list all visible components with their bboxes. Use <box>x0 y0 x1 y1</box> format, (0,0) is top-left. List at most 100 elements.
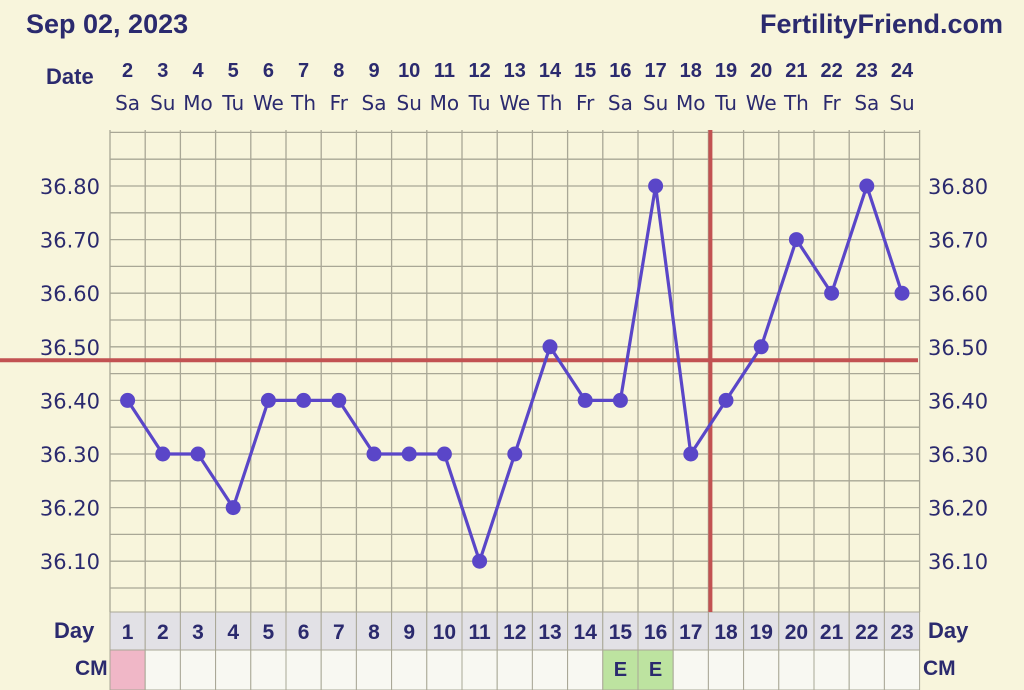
cycle-day-label: 7 <box>333 621 345 644</box>
date-tick-label: 11 <box>434 60 455 82</box>
date-tick-label: 9 <box>368 60 379 82</box>
cm-label: E <box>614 659 627 681</box>
cm-row-label-left: CM <box>75 657 108 680</box>
cycle-day-label: 6 <box>298 621 310 644</box>
cm-cell <box>743 649 780 690</box>
weekday-tick-label: Tu <box>221 91 244 115</box>
cm-cell <box>320 649 357 690</box>
weekday-tick-label: Tu <box>714 91 737 115</box>
temperature-point <box>155 446 171 462</box>
cm-cell <box>144 649 181 690</box>
cm-cell <box>848 649 885 690</box>
cm-cell <box>285 649 322 690</box>
cycle-day-label: 15 <box>609 621 633 644</box>
temperature-point <box>859 178 875 194</box>
y-tick-label-right: 36.40 <box>928 389 988 413</box>
date-tick-label: 24 <box>891 60 914 82</box>
cycle-day-label: 14 <box>574 621 598 644</box>
weekday-tick-label: Su <box>150 91 175 115</box>
temperature-point <box>331 392 347 408</box>
cycle-day-label: 17 <box>679 621 702 644</box>
weekday-tick-label: Sa <box>608 91 633 115</box>
day-cell <box>672 611 709 651</box>
cycle-day-label: 2 <box>157 621 169 644</box>
cm-row-label-right: CM <box>923 657 956 680</box>
temperature-point <box>190 446 206 462</box>
temperature-point <box>648 178 664 194</box>
y-tick-label-left: 36.20 <box>40 497 100 521</box>
temperature-point <box>824 285 840 301</box>
cm-cell <box>778 649 815 690</box>
cm-cell <box>813 649 850 690</box>
day-cell <box>743 611 780 651</box>
date-tick-label: 14 <box>539 60 562 82</box>
date-tick-label: 17 <box>644 60 666 82</box>
weekday-tick-label: Mo <box>183 91 213 115</box>
date-tick-label: 5 <box>228 60 239 82</box>
cycle-day-label: 12 <box>503 621 526 644</box>
y-tick-label-left: 36.40 <box>40 389 100 413</box>
temperature-point <box>225 500 241 516</box>
y-tick-label-left: 36.70 <box>40 229 100 253</box>
date-tick-label: 16 <box>609 60 631 82</box>
date-tick-label: 2 <box>122 60 133 82</box>
temperature-point <box>612 392 628 408</box>
weekday-tick-label: Th <box>290 91 316 115</box>
cycle-day-label: 5 <box>263 621 275 644</box>
weekday-tick-label: Sa <box>362 91 387 115</box>
y-tick-label-left: 36.10 <box>40 550 100 574</box>
temperature-point <box>683 446 699 462</box>
cm-cell <box>461 649 498 690</box>
y-tick-label-right: 36.50 <box>928 336 988 360</box>
temperature-point <box>366 446 382 462</box>
cm-cell <box>496 649 533 690</box>
temperature-point <box>894 285 910 301</box>
date-tick-label: 6 <box>263 60 274 82</box>
weekday-tick-label: Su <box>397 91 422 115</box>
cycle-day-label: 1 <box>122 621 134 644</box>
weekday-tick-label: Mo <box>430 91 460 115</box>
y-tick-label-left: 36.50 <box>40 336 100 360</box>
date-tick-label: 21 <box>785 60 807 82</box>
temperature-point <box>718 392 734 408</box>
temperature-point <box>788 232 804 248</box>
temperature-point <box>753 339 769 355</box>
date-tick-label: 23 <box>856 60 878 82</box>
cm-cell <box>426 649 463 690</box>
cycle-day-label: 4 <box>227 621 239 644</box>
date-tick-label: 15 <box>574 60 596 82</box>
y-tick-label-left: 36.60 <box>40 282 100 306</box>
day-cell <box>883 611 921 651</box>
y-tick-label-right: 36.20 <box>928 497 988 521</box>
temperature-point <box>577 392 593 408</box>
cycle-day-label: 10 <box>433 621 456 644</box>
cycle-day-label: 18 <box>714 621 738 644</box>
cycle-day-label: 13 <box>538 621 561 644</box>
date-tick-label: 20 <box>750 60 772 82</box>
cm-label: E <box>649 659 662 681</box>
date-tick-label: 7 <box>298 60 309 82</box>
cm-cell <box>602 649 639 690</box>
weekday-tick-label: Mo <box>676 91 706 115</box>
cm-cell <box>250 649 287 690</box>
temperature-point <box>507 446 523 462</box>
cycle-day-label: 23 <box>890 621 913 644</box>
day-cell <box>285 611 322 651</box>
day-row-label-right: Day <box>928 618 969 643</box>
cm-cell <box>109 649 146 690</box>
cycle-day-label: 8 <box>368 621 380 644</box>
weekday-tick-label: Fr <box>576 91 595 115</box>
y-tick-label-left: 36.30 <box>40 443 100 467</box>
date-tick-label: 22 <box>820 60 842 82</box>
day-cell <box>567 611 604 651</box>
date-tick-label: 18 <box>680 60 702 82</box>
weekday-tick-label: Fr <box>822 91 841 115</box>
day-row-label-left: Day <box>54 618 95 643</box>
cycle-day-label: 21 <box>820 621 844 644</box>
weekday-tick-label: Fr <box>330 91 349 115</box>
site-brand: FertilityFriend.com <box>760 9 1003 39</box>
cycle-day-label: 11 <box>468 621 491 644</box>
y-tick-label-right: 36.60 <box>928 282 988 306</box>
date-tick-label: 13 <box>504 60 526 82</box>
